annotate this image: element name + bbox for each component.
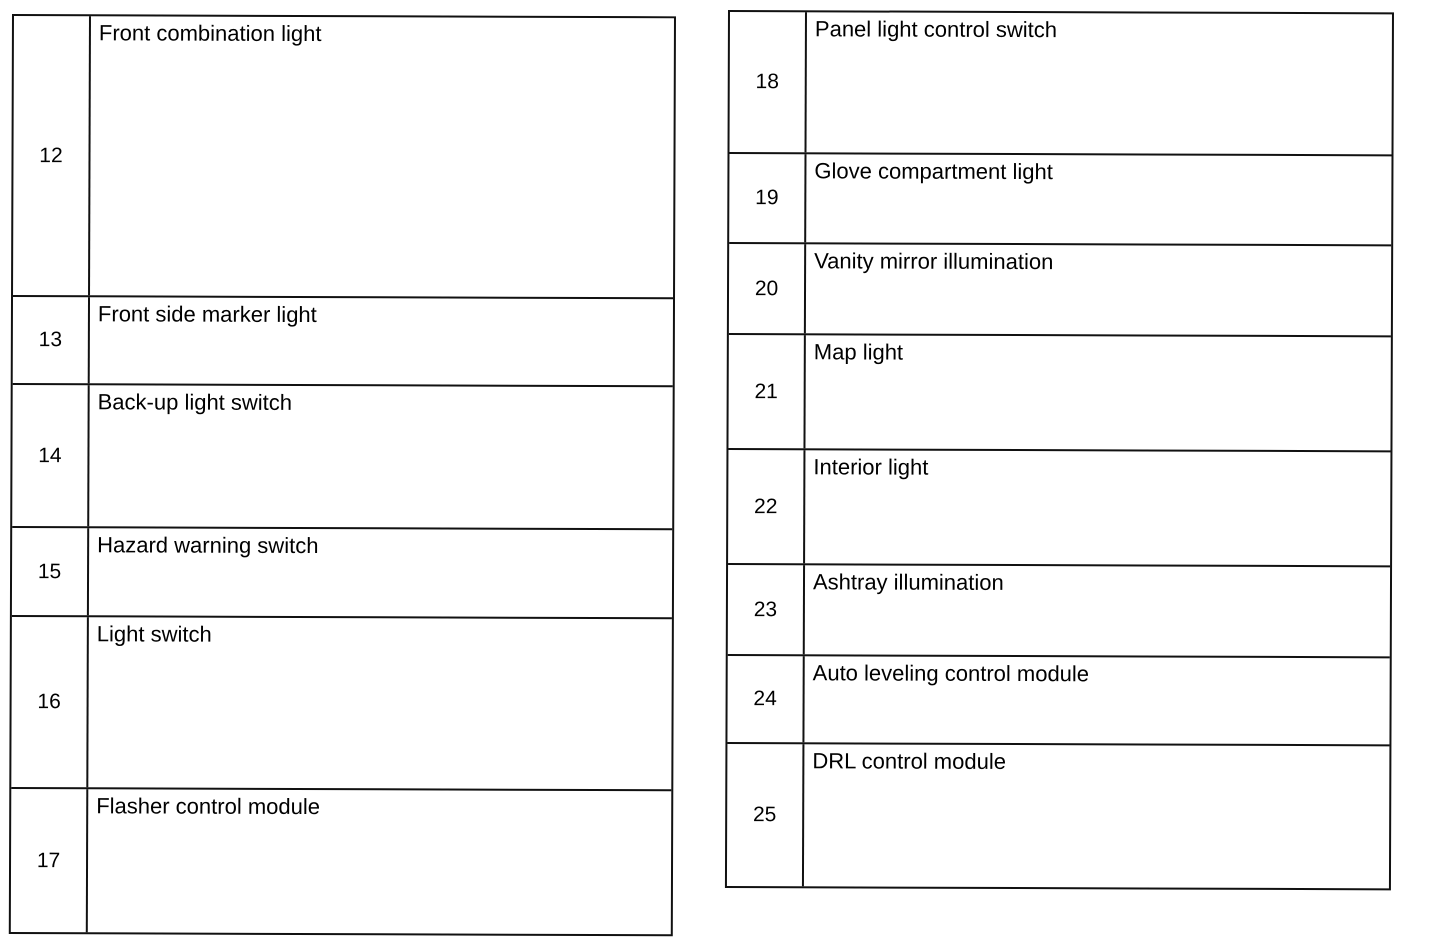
table-row: 19 Glove compartment light (729, 154, 1392, 247)
component-number: 13 (12, 297, 91, 384)
component-number: 17 (10, 789, 89, 933)
component-description: Map light (813, 339, 904, 365)
table-row: 18 Panel light control switch (729, 12, 1392, 157)
component-number: 21 (728, 335, 806, 449)
component-description: Ashtray illumination (812, 569, 1004, 595)
table-row: 21 Map light (728, 335, 1391, 453)
component-description: Vanity mirror illumination (814, 248, 1054, 275)
component-number: 24 (727, 656, 805, 743)
table-row: 23 Ashtray illumination (727, 565, 1391, 659)
right-component-table: 18 Panel light control switch 19 Glove comp… (724, 10, 1394, 891)
table-row: 22 Interior light (728, 450, 1391, 568)
component-description: Glove compartment light (814, 158, 1053, 185)
table-row: 12 Front combination light (13, 16, 674, 300)
table-row: 15 Hazard warning switch (11, 528, 673, 620)
table-row: 17 Flasher control module (10, 789, 671, 934)
component-description: Flasher control module (96, 793, 321, 820)
component-description: Back-up light switch (97, 389, 293, 415)
component-description: Light switch (96, 621, 212, 647)
component-number: 19 (729, 154, 807, 243)
component-description: DRL control module (812, 748, 1007, 774)
component-description: Panel light control switch (814, 16, 1058, 43)
component-number: 25 (726, 744, 805, 887)
component-description: Hazard warning switch (97, 532, 319, 559)
component-number: 16 (11, 617, 89, 788)
left-component-table: 12 Front combination light 13 Front side ma… (8, 14, 676, 937)
table-row: 25 DRL control module (726, 744, 1389, 888)
component-description: Interior light (813, 454, 929, 480)
table-row: 13 Front side marker light (12, 297, 674, 388)
component-number: 20 (728, 244, 807, 334)
table-row: 14 Back-up light switch (12, 385, 673, 531)
table-row: 16 Light switch (11, 617, 672, 792)
component-number: 22 (728, 450, 806, 564)
component-description: Auto leveling control module (812, 660, 1090, 687)
component-number: 14 (12, 385, 90, 527)
component-number: 23 (727, 565, 806, 655)
table-row: 24 Auto leveling control module (727, 656, 1390, 747)
component-number: 12 (13, 16, 91, 296)
table-row: 20 Vanity mirror illumination (728, 244, 1392, 338)
component-number: 15 (11, 528, 90, 616)
component-description: Front combination light (98, 20, 322, 47)
component-number: 18 (729, 12, 807, 153)
component-description: Front side marker light (97, 301, 317, 328)
